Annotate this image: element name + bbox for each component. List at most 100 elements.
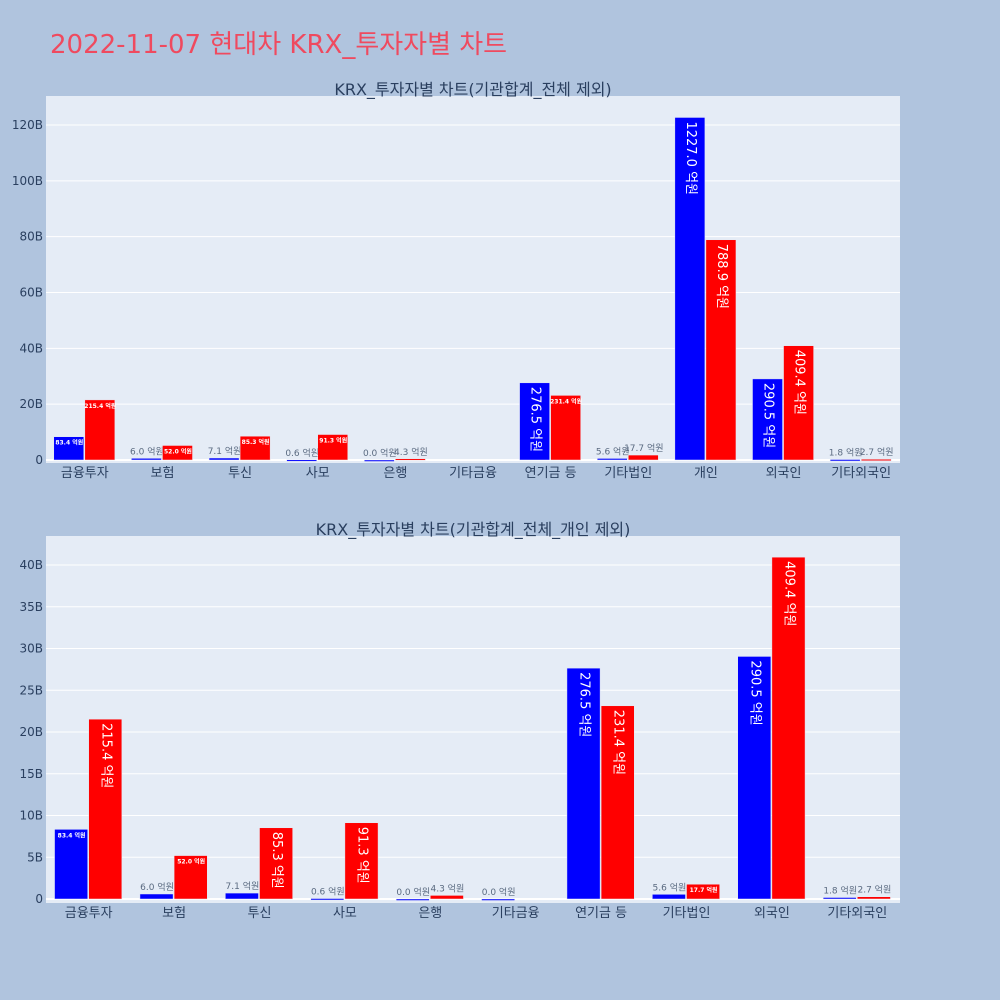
bar-red[interactable] (395, 458, 426, 461)
bar-red[interactable] (705, 239, 737, 461)
bar-label: 6.0 억원 (130, 445, 164, 457)
bar-label: 17.7 억원 (624, 442, 663, 454)
bar-label: 91.3 억원 (354, 827, 369, 884)
bar-label: 1.8 억원 (829, 446, 863, 458)
bar-label: 409.4 억원 (781, 561, 796, 626)
bar-red[interactable] (173, 855, 208, 900)
bar-label: 85.3 억원 (269, 832, 284, 889)
bar-red[interactable] (860, 458, 892, 461)
x-tick-label: 금융투자 (61, 466, 109, 481)
bar-red[interactable] (783, 345, 814, 461)
x-tick-label: 외국인 (766, 466, 802, 481)
y-tick-label: 120B (12, 118, 43, 132)
bar-blue[interactable] (674, 117, 706, 461)
bar-red[interactable] (600, 705, 635, 900)
x-tick-label: 보험 (150, 466, 174, 481)
bar-label: 0.0 억원 (482, 886, 516, 898)
bar-blue[interactable] (596, 458, 628, 461)
chart-1: KRX_투자자별 차트(기관합계_전체 제외) 0 20B 40B 60B 80B 100B… (12, 80, 900, 481)
bar-label: 6.0 억원 (140, 881, 174, 893)
y-tick-label: 15B (19, 767, 43, 781)
bar-blue[interactable] (364, 459, 395, 462)
bar-blue[interactable] (225, 892, 259, 900)
bar-label: 5.6 억원 (653, 881, 687, 893)
bar-label: 788.9 억원 (714, 244, 729, 309)
bar-blue[interactable] (481, 898, 515, 901)
bar-blue[interactable] (752, 378, 783, 461)
bar-red[interactable] (259, 827, 293, 900)
x-tick-label: 기타금융 (449, 466, 497, 481)
y-tick-label: 0 (35, 453, 43, 467)
bar-label: 290.5 억원 (747, 660, 762, 725)
bar-blue[interactable] (652, 894, 686, 900)
bar-blue[interactable] (737, 656, 772, 900)
bar-blue[interactable] (53, 436, 85, 461)
bar-label: 17.7 억원 (690, 886, 718, 894)
bar-label: 4.3 억원 (431, 882, 465, 894)
bar-red[interactable] (239, 435, 271, 461)
y-tick-label: 60B (19, 286, 43, 300)
y-tick-label: 10B (19, 809, 43, 823)
bar-red[interactable] (317, 434, 349, 461)
x-tick-label: 연기금 등 (525, 466, 577, 481)
bar-label: 409.4 억원 (792, 350, 807, 415)
x-tick-label: 사모 (333, 906, 357, 921)
y-tick-label: 100B (12, 174, 43, 188)
x-tick-label: 보험 (162, 906, 186, 921)
bar-label: 276.5 억원 (577, 672, 592, 737)
y-tick-label: 20B (19, 725, 43, 739)
x-tick-label: 기타법인 (663, 906, 711, 921)
bar-red[interactable] (628, 454, 659, 461)
bar-blue[interactable] (139, 893, 174, 900)
bar-label: 85.3 억원 (242, 438, 270, 446)
bar-label: 2.7 억원 (860, 446, 894, 458)
x-tick-label: 기타법인 (604, 466, 652, 481)
y-tick-label: 30B (19, 642, 43, 656)
bar-label: 1227.0 억원 (683, 121, 698, 195)
bar-red[interactable] (430, 895, 464, 900)
bar-label: 91.3 억원 (319, 437, 347, 445)
bar-blue[interactable] (395, 898, 430, 901)
bar-blue[interactable] (208, 457, 240, 461)
bar-label: 5.6 억원 (596, 445, 630, 457)
bar-label: 231.4 억원 (611, 710, 626, 775)
bar-red[interactable] (344, 822, 379, 900)
bar-label: 215.4 억원 (84, 402, 116, 410)
bar-label: 0.6 억원 (285, 447, 319, 459)
bar-blue[interactable] (131, 458, 162, 461)
bar-label: 0.6 억원 (311, 885, 345, 897)
bar-red[interactable] (550, 395, 581, 461)
chart-title: KRX_투자자별 차트(기관합계_전체 제외) (334, 80, 611, 100)
bar-label: 1.8 억원 (823, 884, 857, 896)
bar-red[interactable] (686, 883, 720, 900)
bar-blue[interactable] (566, 667, 601, 900)
y-tick-label: 80B (19, 230, 43, 244)
bar-blue[interactable] (519, 382, 550, 461)
bar-red[interactable] (162, 445, 193, 461)
y-tick-label: 20B (19, 397, 43, 411)
bar-label: 0.0 억원 (363, 447, 397, 459)
bar-blue[interactable] (822, 897, 857, 900)
bar-label: 0.0 억원 (396, 886, 430, 898)
bar-blue[interactable] (829, 459, 861, 462)
bar-label: 4.3 억원 (394, 446, 428, 458)
bar-red[interactable] (857, 896, 891, 900)
x-tick-label: 투신 (228, 466, 252, 481)
x-tick-label: 기타외국인 (827, 906, 887, 921)
x-tick-label: 기타외국인 (831, 466, 891, 481)
x-tick-label: 연기금 등 (575, 906, 627, 921)
bar-blue[interactable] (310, 898, 345, 901)
bar-red[interactable] (771, 556, 806, 900)
x-tick-label: 기타금융 (492, 906, 540, 921)
bar-label: 7.1 억원 (226, 880, 260, 892)
x-tick-label: 외국인 (754, 906, 790, 921)
x-tick-label: 개인 (694, 466, 718, 481)
bar-blue[interactable] (286, 459, 317, 462)
bar-blue[interactable] (54, 829, 88, 900)
y-tick-label: 0 (35, 892, 43, 906)
bar-red[interactable] (88, 718, 123, 900)
page-title: 2022-11-07 현대차 KRX_투자자별 차트 (50, 30, 508, 60)
bar-label: 215.4 억원 (98, 723, 113, 788)
bar-red[interactable] (84, 399, 116, 461)
